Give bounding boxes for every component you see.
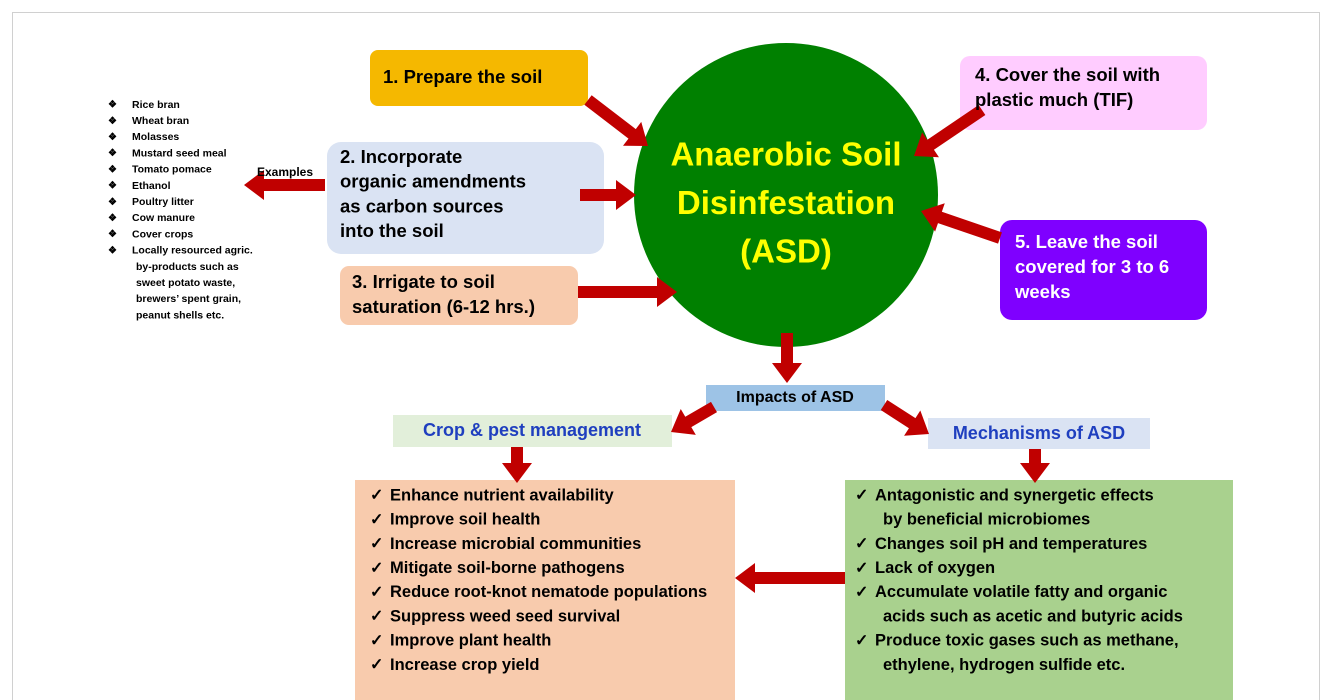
impacts-box: [706, 385, 885, 411]
check: ✓: [855, 632, 868, 649]
bullet: ❖: [108, 181, 117, 192]
step-text: as carbon sources: [340, 195, 504, 216]
list-item: Increase crop yield: [390, 656, 540, 674]
mech-title-box: [928, 418, 1150, 449]
list-item: Lack of oxygen: [875, 559, 995, 577]
step-text: 1. Prepare the soil: [383, 66, 542, 87]
arrow: [671, 401, 718, 435]
example-item: brewers’ spent grain,: [136, 293, 241, 305]
impacts-text: Impacts of ASD: [736, 389, 854, 406]
bullet: ❖: [108, 213, 117, 224]
step-text: plastic much (TIF): [975, 89, 1133, 110]
step-box: [340, 266, 578, 325]
examples-label: Examples: [257, 165, 313, 179]
step-text: 3. Irrigate to soil: [352, 271, 495, 292]
example-item: peanut shells etc.: [136, 309, 224, 321]
list-item: Produce toxic gases such as methane,: [875, 632, 1179, 650]
step-text: saturation (6-12 hrs.): [352, 296, 535, 317]
center-text: Disinfestation: [677, 184, 895, 221]
mech-title: Mechanisms of ASD: [953, 423, 1125, 443]
step-text: organic amendments: [340, 171, 526, 192]
bullet: ❖: [108, 229, 117, 240]
example-item: Cow manure: [132, 212, 195, 224]
example-item: Wheat bran: [132, 115, 189, 127]
mech-box: [845, 480, 1233, 700]
arrow: [1020, 449, 1050, 483]
center-text: Anaerobic Soil: [670, 136, 901, 173]
bullet: ❖: [108, 164, 117, 175]
frame: [12, 12, 1320, 700]
check: ✓: [370, 536, 383, 553]
step-box: [370, 50, 588, 106]
example-item: Locally resourced agric.: [132, 245, 253, 257]
center-text: (ASD): [740, 233, 832, 270]
example-item: Poultry litter: [132, 196, 194, 208]
bullet: ❖: [108, 197, 117, 208]
step-box: [1000, 220, 1207, 320]
bullet: ❖: [108, 245, 117, 256]
list-item: Accumulate volatile fatty and organic: [875, 583, 1168, 601]
list-item: Suppress weed seed survival: [390, 607, 620, 625]
arrow: [580, 180, 636, 210]
step-text: weeks: [1014, 281, 1071, 302]
list-item: acids such as acetic and butyric acids: [883, 607, 1183, 625]
example-item: Tomato pomace: [132, 164, 212, 176]
list-item: Antagonistic and synergetic effects: [875, 486, 1154, 504]
bullet: ❖: [108, 116, 117, 127]
example-item: by-products such as: [136, 261, 239, 273]
list-item: Reduce root-knot nematode populations: [390, 583, 707, 601]
bullet: ❖: [108, 100, 117, 111]
arrow: [502, 447, 532, 483]
check: ✓: [370, 511, 383, 528]
bullet: ❖: [108, 148, 117, 159]
center-circle: [634, 43, 938, 347]
step-text: 5. Leave the soil: [1015, 231, 1158, 252]
check: ✓: [855, 584, 868, 601]
step-text: into the soil: [340, 220, 444, 241]
arrow: [772, 333, 802, 383]
step-box: [960, 56, 1207, 130]
list-item: Enhance nutrient availability: [390, 486, 615, 504]
arrow: [244, 170, 325, 200]
example-item: Rice bran: [132, 99, 180, 111]
list-item: Changes soil pH and temperatures: [875, 535, 1147, 553]
check: ✓: [370, 584, 383, 601]
bullet: ❖: [108, 132, 117, 143]
example-item: sweet potato waste,: [136, 277, 235, 289]
check: ✓: [370, 487, 383, 504]
example-item: Mustard seed meal: [132, 147, 227, 159]
check: ✓: [855, 487, 868, 504]
list-item: Improve soil health: [390, 511, 540, 529]
step-text: 4. Cover the soil with: [975, 64, 1160, 85]
arrow: [914, 105, 986, 158]
example-item: Molasses: [132, 131, 179, 143]
arrow: [921, 203, 1002, 244]
arrow: [578, 277, 677, 307]
check: ✓: [855, 560, 868, 577]
crop-title: Crop & pest management: [423, 420, 641, 440]
list-item: ethylene, hydrogen sulfide etc.: [883, 656, 1125, 674]
check: ✓: [855, 536, 868, 553]
list-item: by beneficial microbiomes: [883, 511, 1090, 529]
crop-box: [355, 480, 735, 700]
list-item: Increase microbial communities: [390, 535, 641, 553]
list-item: Improve plant health: [390, 632, 551, 650]
step-text: 2. Incorporate: [340, 146, 462, 167]
check: ✓: [370, 632, 383, 649]
check: ✓: [370, 657, 383, 674]
step-box: [327, 142, 604, 254]
step-text: covered for 3 to 6: [1015, 256, 1169, 277]
arrow: [584, 95, 648, 146]
crop-title-box: [393, 415, 672, 447]
list-item: Mitigate soil-borne pathogens: [390, 559, 625, 577]
check: ✓: [370, 608, 383, 625]
check: ✓: [370, 560, 383, 577]
example-item: Ethanol: [132, 180, 171, 192]
example-item: Cover crops: [132, 228, 193, 240]
arrow: [880, 399, 929, 436]
arrow: [735, 563, 845, 593]
